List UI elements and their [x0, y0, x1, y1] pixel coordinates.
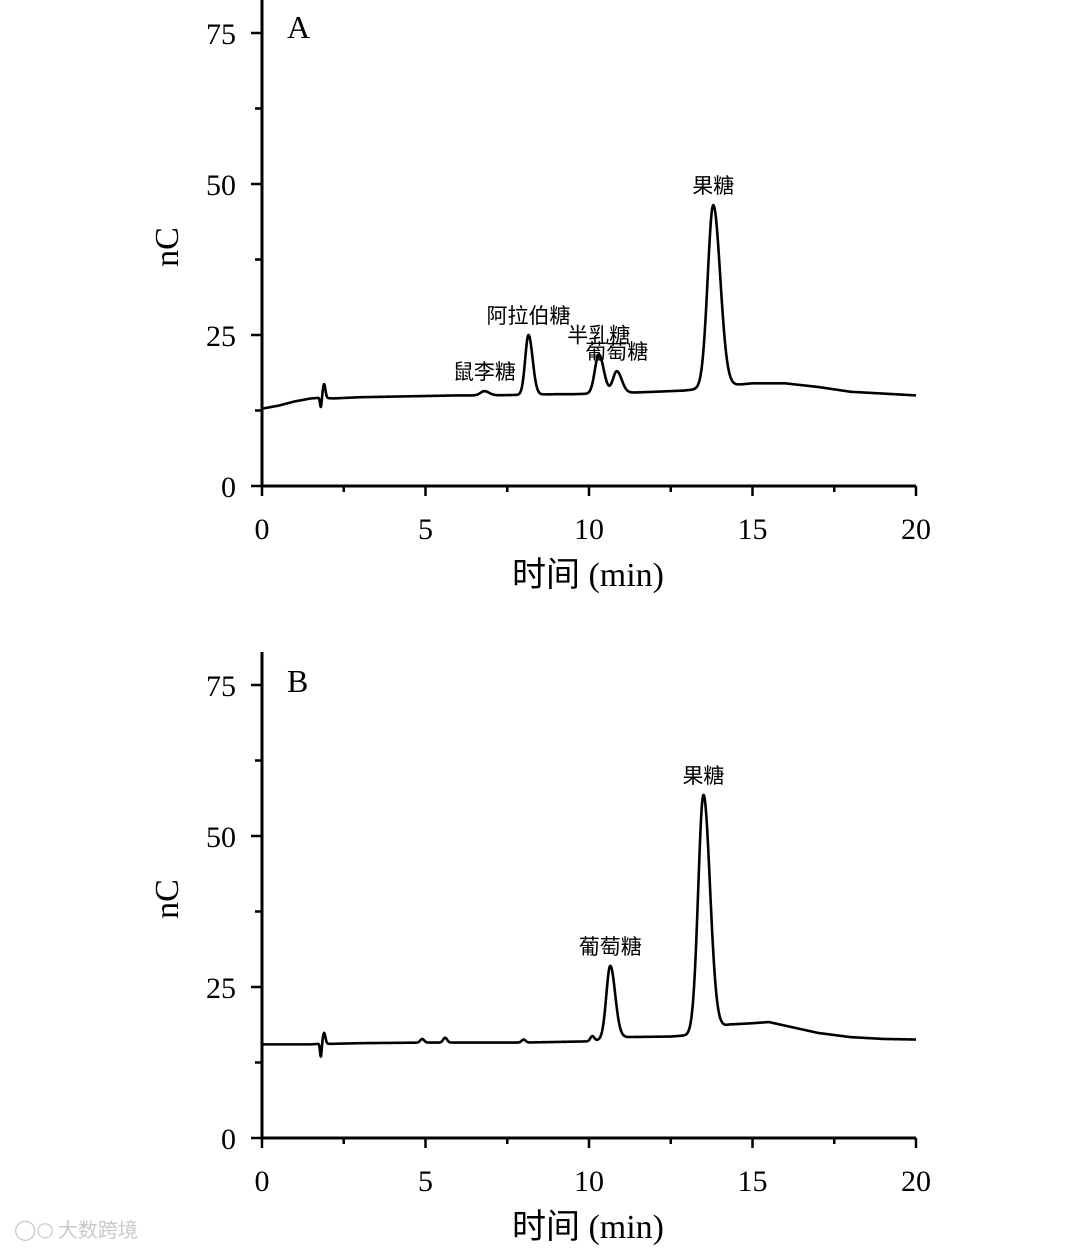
y-tick-label: 50 — [206, 169, 236, 202]
watermark: ◯○ 大数跨境 — [14, 1214, 138, 1243]
peak-label-0: 鼠李糖 — [453, 360, 516, 384]
x-tick-label: 5 — [418, 513, 433, 546]
x-tick-label: 20 — [901, 1165, 931, 1198]
x-tick-label: 10 — [574, 513, 604, 546]
x-tick-label: 0 — [255, 1165, 270, 1198]
peak-label-0: 葡萄糖 — [579, 935, 642, 959]
chromatogram-trace — [261, 793, 917, 1058]
chromatogram-trace — [261, 203, 917, 410]
watermark-text: 大数跨境 — [57, 1218, 138, 1242]
y-tick-label: 25 — [206, 972, 236, 1005]
x-tick-label: 20 — [901, 513, 931, 546]
peak-label-4: 果糖 — [692, 174, 734, 198]
y-tick-label: 75 — [206, 18, 236, 51]
y-axis-title: nC — [149, 227, 186, 267]
y-tick-label: 25 — [206, 320, 236, 353]
peak-label-2: 半乳糖 — [567, 323, 630, 347]
x-tick-label: 10 — [574, 1165, 604, 1198]
x-axis-title: 时间 (min) — [512, 557, 664, 594]
chart-panel-b: 0 25 50 75 0 5 10 15 20 时间 (min) nC B 葡萄糖 果糖 — [149, 652, 931, 1246]
peak-label-1: 阿拉伯糖 — [487, 304, 571, 328]
x-axis-title: 时间 (min) — [512, 1209, 664, 1246]
x-tick-label: 15 — [738, 513, 768, 546]
y-tick-label: 0 — [221, 1123, 236, 1156]
x-tick-label: 5 — [418, 1165, 433, 1198]
y-tick-label: 75 — [206, 670, 236, 703]
bubble-logo-icon: ◯○ — [14, 1216, 54, 1241]
x-tick-label: 0 — [255, 513, 270, 546]
peak-label-1: 果糖 — [682, 764, 724, 788]
y-tick-label: 50 — [206, 821, 236, 854]
panel-label: B — [287, 663, 308, 699]
panel-label: A — [287, 9, 310, 45]
peak-label-3: 葡萄糖 — [585, 340, 648, 364]
y-axis-title: nC — [149, 879, 186, 919]
y-tick-label: 0 — [221, 471, 236, 504]
x-tick-label: 15 — [738, 1165, 768, 1198]
